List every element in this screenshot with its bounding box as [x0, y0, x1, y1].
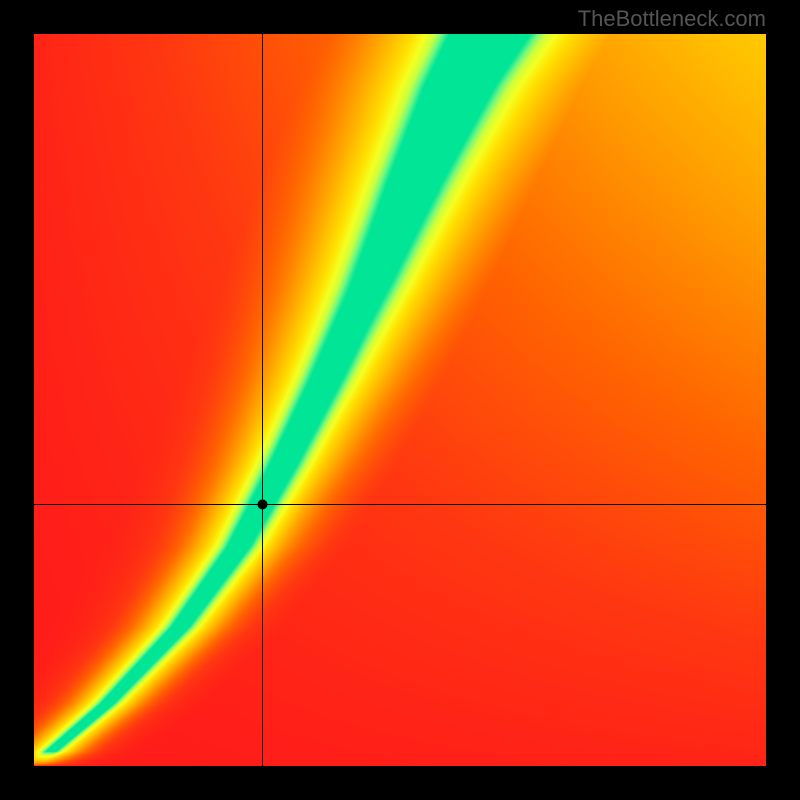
- watermark-text: TheBottleneck.com: [578, 6, 766, 32]
- chart-container: TheBottleneck.com: [0, 0, 800, 800]
- bottleneck-heatmap: [34, 34, 766, 766]
